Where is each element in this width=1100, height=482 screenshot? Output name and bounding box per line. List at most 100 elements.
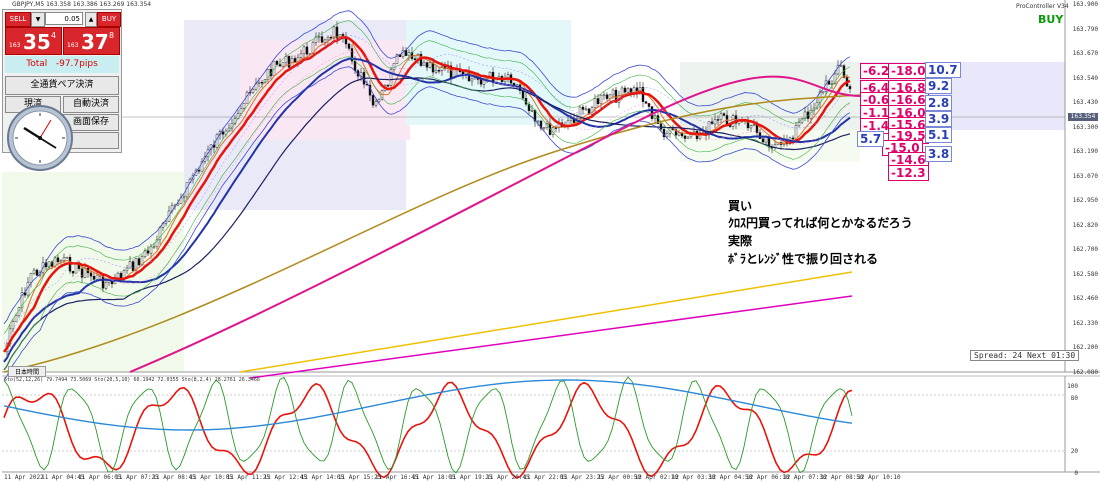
time-axis-label: 11 Apr 18:05: [412, 474, 456, 481]
candle-body: [347, 43, 351, 49]
candle-body: [146, 250, 150, 254]
candle-body: [32, 269, 36, 274]
ichimoku-a: [3, 35, 851, 345]
candle-body: [530, 110, 534, 112]
candle-body: [752, 124, 756, 126]
time-axis-label: 11 Apr 06:05: [78, 474, 122, 481]
sell-price-box[interactable]: 163 35 4: [5, 27, 62, 55]
candle-body: [245, 91, 249, 104]
band-green-upper: [3, 20, 851, 335]
candle-body: [80, 268, 84, 278]
candle-body: [137, 258, 141, 266]
candle-body: [62, 257, 66, 261]
lot-spinner-icon[interactable]: ▲: [85, 12, 97, 27]
buy-price-sup: 8: [109, 31, 115, 40]
spread-label: Spread: 24 Next 01:30: [970, 350, 1080, 361]
candle-body: [581, 106, 585, 110]
candle-body: [404, 50, 408, 56]
candle-body: [71, 270, 75, 274]
signal-buy-label: BUY: [1038, 13, 1064, 26]
candle-body: [317, 36, 321, 38]
candle-body: [827, 80, 831, 85]
blue-value: 2.8: [925, 95, 953, 111]
candle-body: [251, 89, 255, 93]
candle-body: [260, 82, 264, 84]
pink-value: -16.6: [888, 92, 929, 108]
time-axis-label: 12 Apr 04:50: [708, 474, 753, 481]
screen-save-button[interactable]: 画面保存: [63, 114, 119, 131]
sell-price-sup: 4: [51, 31, 57, 40]
price-axis-label: 162.330: [1072, 319, 1098, 327]
sell-button[interactable]: SELL: [5, 12, 31, 27]
price-axis-label: 163.070: [1072, 172, 1098, 180]
price-axis-label: 163.540: [1072, 74, 1098, 82]
price-axis-label: 163.190: [1072, 148, 1098, 155]
band-green-lower: [3, 56, 851, 371]
candle-body: [104, 282, 108, 289]
candle-body: [521, 90, 525, 99]
candle-body: [848, 86, 852, 90]
candle-body: [719, 113, 723, 120]
candle-body: [620, 87, 624, 96]
pink-value: -18.0: [888, 63, 929, 79]
lot-input[interactable]: 0.05: [45, 12, 83, 25]
buy-price-box[interactable]: 163 37 8: [63, 27, 120, 55]
sell-price-big: 35: [23, 30, 51, 54]
candle-body: [194, 169, 198, 176]
candle-body: [791, 137, 795, 140]
bollinger-upper: [3, 10, 851, 325]
candle-body: [152, 246, 156, 248]
candle-body: [761, 138, 765, 143]
buy-price-big: 37: [81, 30, 109, 54]
time-axis-label: 12 Apr 10:10: [857, 474, 901, 481]
time-axis-label: 11 Apr 20:45: [486, 474, 530, 481]
candle-body: [626, 88, 630, 93]
candle-body: [128, 261, 132, 269]
candle-body: [392, 63, 396, 70]
candle-body: [197, 169, 201, 172]
candle-body: [14, 315, 18, 322]
candle-body: [29, 273, 33, 283]
candle-body: [716, 119, 720, 121]
price-axis-label: 162.580: [1072, 270, 1098, 278]
time-axis-label: 11 Apr 16:45: [375, 474, 419, 481]
osc-axis-label: 0: [1074, 470, 1078, 477]
buy-button[interactable]: BUY: [97, 12, 121, 27]
auto-close-button[interactable]: 自動決済: [63, 96, 119, 113]
candle-body: [839, 65, 843, 67]
time-axis-label: 11 Apr 11:25: [226, 474, 270, 481]
candle-body: [335, 26, 339, 39]
candle-body: [323, 39, 327, 43]
time-axis-label: 12 Apr 02:10: [634, 474, 679, 481]
annotation-line-3: 実際: [728, 234, 753, 248]
ma-violet: [249, 295, 853, 379]
candle-body: [794, 125, 798, 140]
clock-icon: [7, 105, 73, 171]
annotation-line-4: ﾎﾞﾗとﾚﾝｼﾞ性で振り回される: [728, 252, 879, 266]
candle-body: [602, 94, 606, 97]
price-axis-label: 163.430: [1072, 99, 1098, 106]
candle-body: [239, 108, 243, 114]
lot-dropdown-icon[interactable]: ▼: [31, 12, 45, 27]
ma-navy: [3, 77, 851, 371]
candle-body: [386, 84, 390, 87]
candle-body: [830, 83, 834, 85]
candle-body: [350, 48, 354, 62]
close-all-pairs-button[interactable]: 全通貨ペア決済: [5, 76, 119, 95]
candle-body: [545, 123, 549, 128]
oscillator-header: Sto(52,12,26) 79.7494 73.5069 Sto(20,5,1…: [4, 377, 260, 383]
candle-body: [299, 53, 303, 58]
total-pips-bar: Total -97.7pips: [5, 56, 119, 73]
candle-body: [374, 101, 378, 106]
blue-value: 3.9: [925, 111, 953, 127]
candle-body: [131, 261, 135, 272]
time-axis-label: 11 Apr 15:25: [337, 474, 382, 481]
candle-body: [611, 89, 615, 96]
candle-body: [149, 246, 153, 254]
candle-body: [674, 129, 678, 136]
candle-body: [407, 52, 411, 56]
candle-body: [23, 292, 27, 296]
ma-blue: [3, 57, 851, 363]
candle-body: [647, 103, 651, 107]
candle-body: [278, 64, 282, 67]
